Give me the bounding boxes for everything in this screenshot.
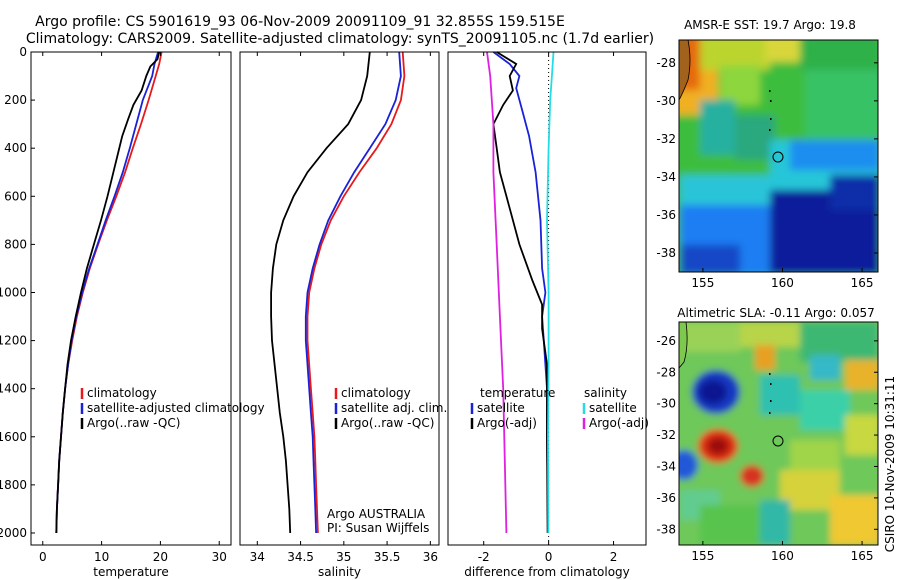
sla-axes: 155 160 165 -26 -28 -30 -32 -34 -36 -38 bbox=[656, 334, 878, 563]
difference-x-axis-label: difference from climatology bbox=[464, 565, 630, 579]
sst-map-y-tick-label: -32 bbox=[656, 132, 676, 146]
temperature-y-tick-label: 800 bbox=[4, 237, 27, 251]
temperature-panel: 0 10 20 30 0 200 400 600 800 1000 1200 1400 1600 1800… bbox=[0, 45, 265, 579]
difference-x-tick-label: -2 bbox=[478, 550, 490, 564]
temperature-plot-frame bbox=[30, 51, 232, 546]
salinity-legend-label: Argo(..raw -QC) bbox=[341, 416, 434, 430]
sla-map-title: Altimetric SLA: -0.11 Argo: 0.057 bbox=[677, 306, 874, 320]
sst-map-y-tick-label: -38 bbox=[656, 246, 676, 260]
temperature-x-axis-label: temperature bbox=[93, 565, 168, 579]
temperature-y-tick-label: 400 bbox=[4, 141, 27, 155]
sla-map-x-tick-label: 160 bbox=[771, 549, 794, 563]
sst-map-y-tick-label: -28 bbox=[656, 56, 676, 70]
salinity-series-2 bbox=[270, 51, 371, 534]
sst-map-x-tick-label: 165 bbox=[851, 276, 874, 290]
temperature-y-tick-label: 2000 bbox=[0, 526, 27, 540]
difference-legend-title: salinity bbox=[584, 386, 627, 400]
difference-x-tick-label: 2 bbox=[610, 550, 618, 564]
difference-legend-label: Argo(-adj) bbox=[589, 416, 649, 430]
salinity-x-tick-label: 34 bbox=[250, 550, 265, 564]
salinity-series-1 bbox=[304, 51, 402, 534]
temperature-y-tick-label: 1800 bbox=[0, 478, 27, 492]
sla-field bbox=[679, 322, 878, 545]
temperature-y-tick-label: 200 bbox=[4, 93, 27, 107]
sst-map-x-tick-label: 155 bbox=[691, 276, 714, 290]
temperature-legend-label: climatology bbox=[87, 386, 157, 400]
header-line-2: Climatology: CARS2009. Satellite-adjuste… bbox=[26, 31, 654, 47]
side-stamp: CSIRO 10-Nov-2009 10:31:11 bbox=[883, 376, 897, 552]
temperature-y-tick-label: 1400 bbox=[0, 382, 27, 396]
sla-map-panel: Altimetric SLA: -0.11 Argo: 0.057 bbox=[656, 306, 879, 563]
difference-series-2 bbox=[546, 51, 555, 534]
salinity-annotation: Argo AUSTRALIA bbox=[327, 507, 426, 521]
difference-series-3 bbox=[486, 51, 508, 534]
difference-series-0 bbox=[492, 51, 549, 534]
temperature-legend-label: Argo(..raw -QC) bbox=[87, 416, 180, 430]
difference-legend-label: satellite bbox=[589, 401, 637, 415]
salinity-x-axis-label: salinity bbox=[318, 565, 361, 579]
salinity-series-0 bbox=[306, 51, 406, 534]
sla-map-y-tick-label: -30 bbox=[656, 397, 676, 411]
sst-map-y-tick-label: -36 bbox=[656, 208, 676, 222]
salinity-x-tick-label: 34.5 bbox=[287, 550, 314, 564]
temperature-y-tick-label: 1600 bbox=[0, 430, 27, 444]
sla-map-y-tick-label: -32 bbox=[656, 428, 676, 442]
sst-float-track bbox=[769, 90, 772, 131]
salinity-x-tick-label: 36 bbox=[423, 550, 438, 564]
sla-map-x-tick-label: 165 bbox=[851, 549, 874, 563]
sla-map-x-tick-label: 155 bbox=[691, 549, 714, 563]
salinity-annotation: PI: Susan Wijffels bbox=[327, 521, 429, 535]
difference-legend-label: Argo(-adj) bbox=[477, 416, 537, 430]
salinity-legend-label: satellite adj. clim. bbox=[341, 401, 447, 415]
salinity-x-tick-label: 35.5 bbox=[374, 550, 401, 564]
temperature-legend-label: satellite-adjusted climatology bbox=[87, 401, 265, 415]
difference-legend-title: temperature bbox=[480, 386, 555, 400]
sla-map-y-tick-label: -34 bbox=[656, 459, 676, 473]
sst-map-title: AMSR-E SST: 19.7 Argo: 19.8 bbox=[684, 18, 856, 32]
sla-float-track bbox=[769, 373, 772, 414]
sla-map-y-tick-label: -28 bbox=[656, 365, 676, 379]
temperature-y-tick-label: 1200 bbox=[0, 334, 27, 348]
salinity-panel: 34 34.5 35 35.5 36 salinity climatologysatelli… bbox=[239, 51, 447, 579]
temperature-y-tick-label: 0 bbox=[19, 45, 27, 59]
temperature-x-tick-label: 10 bbox=[94, 550, 109, 564]
sst-map-y-tick-label: -34 bbox=[656, 170, 676, 184]
salinity-plot-frame bbox=[239, 51, 440, 546]
header-line-1: Argo profile: CS 5901619_93 06-Nov-2009 … bbox=[35, 14, 565, 30]
salinity-legend-label: climatology bbox=[341, 386, 411, 400]
sst-axes: 155 160 165 -28 -30 -32 -34 -36 -38 bbox=[656, 56, 878, 290]
temperature-series-1 bbox=[55, 51, 159, 534]
difference-series-1 bbox=[492, 51, 549, 534]
difference-legend-label: satellite bbox=[477, 401, 525, 415]
sla-map-y-tick-label: -38 bbox=[656, 522, 676, 536]
temperature-x-tick-label: 0 bbox=[39, 550, 47, 564]
sst-field bbox=[679, 40, 878, 272]
sla-map-y-tick-label: -26 bbox=[656, 334, 676, 348]
sst-map-y-tick-label: -30 bbox=[656, 94, 676, 108]
salinity-x-tick-label: 35 bbox=[336, 550, 351, 564]
sst-float-marker bbox=[772, 151, 784, 163]
difference-x-tick-label: 0 bbox=[545, 550, 553, 564]
temperature-series-0 bbox=[55, 51, 163, 534]
sla-float-marker bbox=[772, 435, 784, 447]
sst-map-panel: AMSR-E SST: 19.7 Argo: 19.8 bbox=[656, 18, 879, 290]
temperature-y-tick-label: 1000 bbox=[0, 285, 27, 299]
temperature-series-2 bbox=[55, 51, 161, 534]
temperature-y-tick-label: 600 bbox=[4, 189, 27, 203]
temperature-x-tick-label: 30 bbox=[212, 550, 227, 564]
sla-map-y-tick-label: -36 bbox=[656, 491, 676, 505]
temperature-x-tick-label: 20 bbox=[153, 550, 168, 564]
difference-plot-frame bbox=[447, 51, 647, 546]
sst-map-x-tick-label: 160 bbox=[771, 276, 794, 290]
